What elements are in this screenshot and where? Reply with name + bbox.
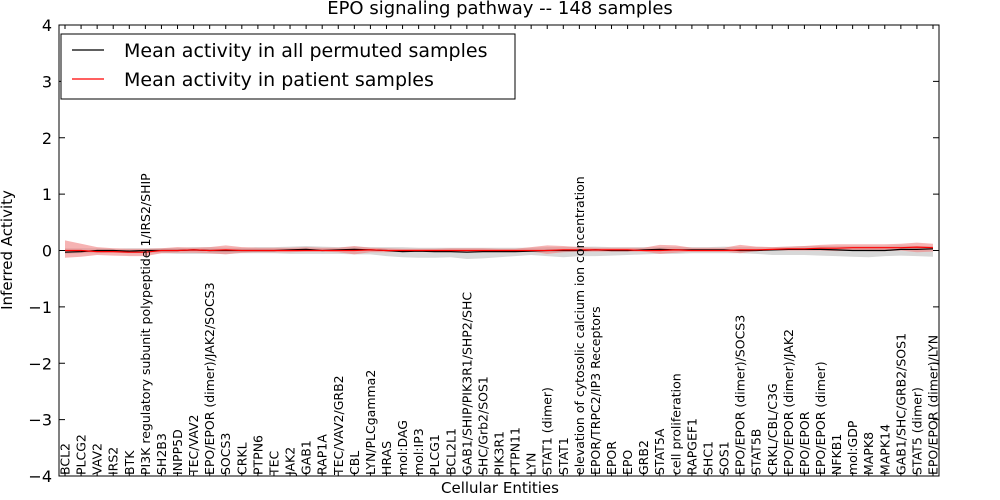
- y-tick-label: −2: [28, 354, 52, 373]
- x-tick-label: GAB1: [299, 440, 314, 475]
- x-tick-labels: BCL2 PLCG2 VAV2 IRS2 BTK PI3K regulatory subu…: [58, 173, 941, 476]
- x-tick-label: SOCS3: [218, 433, 233, 475]
- y-axis-label: Inferred Activity: [0, 190, 16, 310]
- x-tick-label: CRKL/CBL/C3G: [765, 383, 780, 475]
- x-axis-label: Cellular Entities: [441, 479, 559, 497]
- x-tick-label: GAB1/SHC/GRB2/SOS1: [893, 333, 908, 475]
- x-tick-label: GAB1/SHIP/PIK3R1/SHP2/SHC: [459, 292, 474, 475]
- x-tick-label: RAPGEF1: [684, 418, 699, 475]
- x-tick-label: STAT1: [556, 437, 571, 475]
- x-tick-label: EPO: [620, 450, 635, 475]
- x-tick-label: EPO/EPOR: [797, 411, 812, 475]
- x-tick-label: GRB2: [636, 440, 651, 475]
- x-tick-label: BCL2: [58, 443, 73, 475]
- x-tick-label: NFKB1: [829, 434, 844, 475]
- x-tick-label: JAK2: [283, 447, 298, 476]
- x-tick-label: HRAS: [379, 441, 394, 475]
- x-tick-label: SHC/Grb2/SOS1: [475, 376, 490, 475]
- x-tick-label: PLCG1: [427, 434, 442, 475]
- lines-layer: [64, 246, 934, 253]
- x-tick-label: EPO/EPOR (dimer)/JAK2: [781, 329, 796, 475]
- x-ticks: [64, 25, 934, 476]
- x-tick-label: EPO/EPOR (dimer)/JAK2/SOCS3: [202, 282, 217, 475]
- x-tick-label: PTPN11: [508, 427, 523, 475]
- x-tick-label: CRKL: [234, 442, 249, 475]
- x-tick-label: mol:IP3: [411, 428, 426, 475]
- x-tick-label: STAT5B: [749, 429, 764, 475]
- x-tick-label: mol:DAG: [395, 420, 410, 475]
- x-tick-label: INPP5D: [170, 429, 185, 475]
- x-tick-label: SHC1: [701, 441, 716, 475]
- x-tick-label: TEC: [267, 450, 282, 476]
- x-tick-label: PI3K regulatory subunit polypeptide 1/IR…: [138, 173, 153, 475]
- x-tick-label: VAV2: [90, 443, 105, 475]
- x-tick-label: EPO/EPOR (dimer)/SOCS3: [733, 315, 748, 475]
- x-tick-label: BCL2L1: [443, 428, 458, 475]
- x-tick-label: TEC/VAV2/GRB2: [331, 375, 346, 476]
- y-tick-label: 2: [42, 129, 52, 148]
- x-tick-label: EPO/EPOR (dimer)/LYN: [926, 335, 941, 475]
- x-tick-label: RAP1A: [315, 434, 330, 475]
- x-tick-label: SOS1: [717, 441, 732, 475]
- legend-label-patient: Mean activity in patient samples: [124, 69, 434, 91]
- y-tick-label: 1: [42, 185, 52, 204]
- band-patient: [65, 240, 933, 258]
- x-tick-label: PIK3R1: [492, 431, 507, 475]
- x-tick-label: EPOR/TRPC2/IP3 Receptors: [588, 306, 603, 475]
- y-tick-label: 3: [42, 72, 52, 91]
- x-tick-label: SH2B3: [154, 433, 169, 475]
- chart-title: EPO signaling pathway -- 148 samples: [327, 0, 673, 19]
- x-tick-label: LYN/PLCgamma2: [363, 370, 378, 475]
- y-tick-label: 0: [42, 242, 52, 261]
- x-tick-label: STAT5 (dimer): [909, 387, 924, 475]
- y-tick-label: −4: [28, 467, 52, 486]
- x-tick-label: EPO/EPOR (dimer): [813, 361, 828, 475]
- y-tick-label: −3: [28, 411, 52, 430]
- series-line-patient: [65, 246, 934, 253]
- y-ticks: −4 −3 −2 −1 0 1 2 3 4: [28, 16, 939, 486]
- legend-box: [60, 33, 516, 100]
- x-tick-label: BTK: [122, 450, 137, 475]
- x-tick-label: EPOR: [604, 441, 619, 475]
- y-tick-label: 4: [42, 16, 52, 35]
- x-tick-label: mol:GDP: [845, 420, 860, 475]
- legend-label-permuted: Mean activity in all permuted samples: [124, 40, 487, 62]
- x-tick-label: IRS2: [106, 447, 121, 475]
- x-tick-label: STAT5A: [652, 428, 667, 475]
- x-tick-label: PLCG2: [74, 434, 89, 475]
- x-tick-label: MAPK8: [861, 432, 876, 475]
- x-tick-label: elevation of cytosolic calcium ion conce…: [572, 176, 587, 475]
- legend: Mean activity in all permuted samples Me…: [60, 33, 516, 100]
- x-tick-label: TEC/VAV2: [186, 415, 201, 476]
- y-tick-label: −1: [28, 298, 52, 317]
- x-tick-label: STAT1 (dimer): [540, 387, 555, 475]
- x-tick-label: PTPN6: [250, 435, 265, 475]
- x-tick-label: LYN: [524, 453, 539, 475]
- x-tick-label: CBL: [347, 451, 362, 475]
- x-tick-label: MAPK14: [877, 424, 892, 475]
- x-tick-label: cell proliferation: [668, 373, 683, 475]
